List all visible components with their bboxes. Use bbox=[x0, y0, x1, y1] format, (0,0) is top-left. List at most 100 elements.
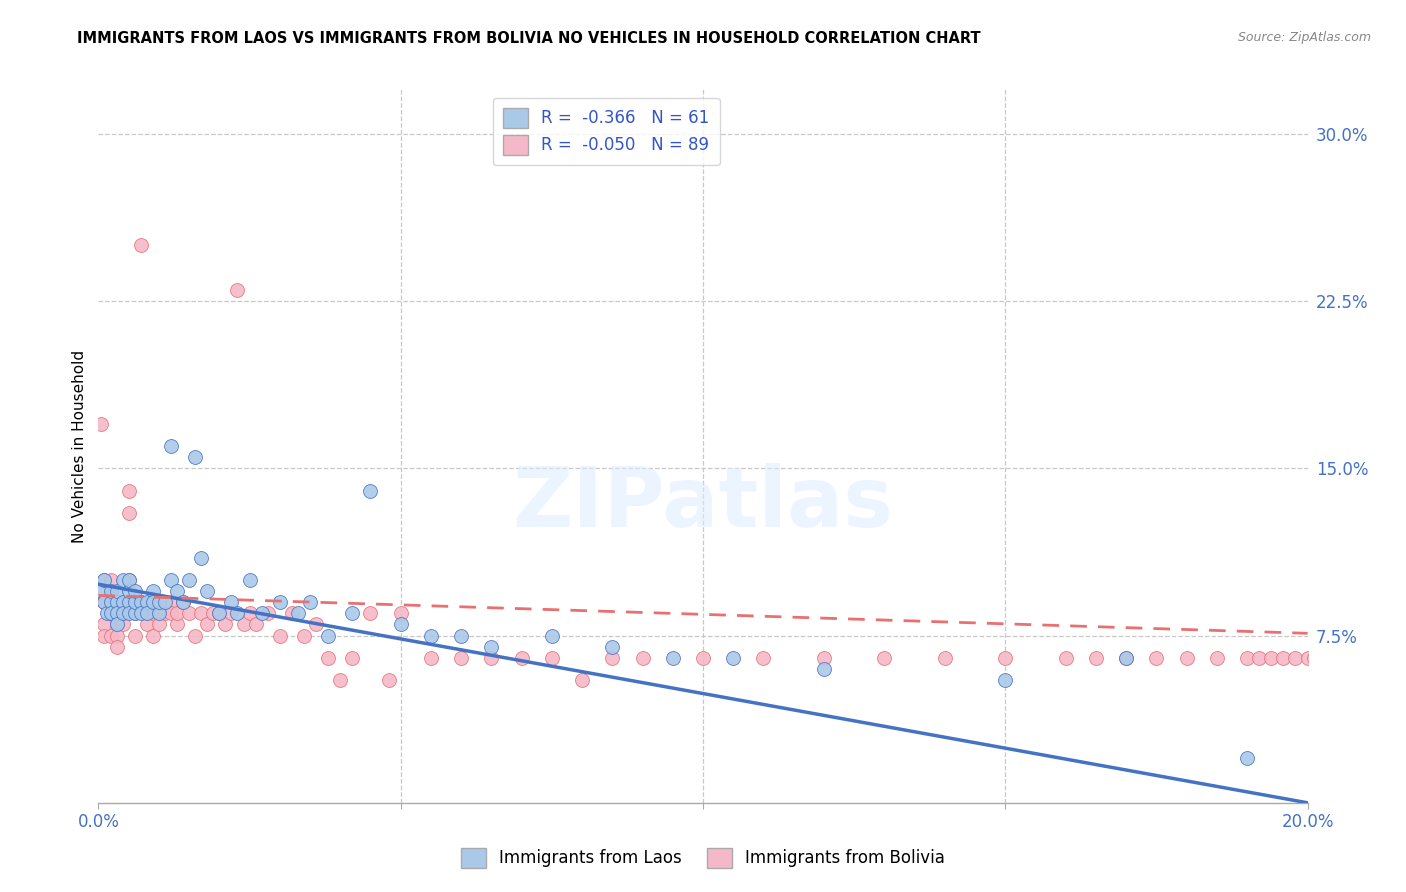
Point bbox=[1249, 651, 1271, 665]
Point bbox=[813, 662, 835, 676]
Point bbox=[214, 617, 236, 632]
Point bbox=[105, 595, 128, 609]
Point bbox=[124, 607, 146, 621]
Point bbox=[226, 607, 249, 621]
Point bbox=[208, 607, 231, 621]
Point bbox=[389, 617, 412, 632]
Point bbox=[1320, 651, 1343, 665]
Point bbox=[135, 617, 157, 632]
Point bbox=[316, 628, 339, 642]
Point bbox=[105, 617, 128, 632]
Point bbox=[135, 595, 157, 609]
Point bbox=[450, 628, 472, 642]
Point bbox=[100, 583, 122, 598]
Text: IMMIGRANTS FROM LAOS VS IMMIGRANTS FROM BOLIVIA NO VEHICLES IN HOUSEHOLD CORRELA: IMMIGRANTS FROM LAOS VS IMMIGRANTS FROM … bbox=[77, 31, 981, 46]
Point bbox=[232, 617, 254, 632]
Point bbox=[239, 573, 262, 587]
Point bbox=[111, 595, 134, 609]
Point bbox=[100, 595, 122, 609]
Point bbox=[160, 595, 183, 609]
Point bbox=[105, 607, 128, 621]
Point bbox=[602, 651, 624, 665]
Point bbox=[360, 483, 382, 498]
Point bbox=[420, 628, 443, 642]
Point bbox=[250, 607, 273, 621]
Point bbox=[166, 607, 188, 621]
Point bbox=[723, 651, 745, 665]
Point bbox=[450, 651, 472, 665]
Point bbox=[105, 595, 128, 609]
Point bbox=[221, 595, 243, 609]
Point bbox=[329, 673, 352, 687]
Point bbox=[316, 651, 339, 665]
Point bbox=[142, 583, 165, 598]
Point bbox=[226, 283, 249, 297]
Point bbox=[1296, 651, 1319, 665]
Point bbox=[93, 573, 115, 587]
Point bbox=[1284, 651, 1306, 665]
Point bbox=[195, 583, 218, 598]
Point bbox=[1315, 651, 1337, 665]
Point bbox=[105, 640, 128, 654]
Point bbox=[571, 673, 593, 687]
Point bbox=[100, 595, 122, 609]
Point bbox=[118, 506, 141, 520]
Point bbox=[100, 607, 122, 621]
Text: ZIPatlas: ZIPatlas bbox=[513, 463, 893, 543]
Point bbox=[287, 607, 309, 621]
Point bbox=[269, 595, 291, 609]
Point bbox=[1260, 651, 1282, 665]
Point bbox=[111, 617, 134, 632]
Point bbox=[1115, 651, 1137, 665]
Point bbox=[160, 439, 183, 453]
Point bbox=[195, 617, 218, 632]
Point bbox=[221, 607, 243, 621]
Point bbox=[93, 595, 115, 609]
Point bbox=[994, 651, 1017, 665]
Point bbox=[292, 628, 315, 642]
Legend: Immigrants from Laos, Immigrants from Bolivia: Immigrants from Laos, Immigrants from Bo… bbox=[454, 841, 952, 875]
Point bbox=[118, 595, 141, 609]
Point bbox=[93, 628, 115, 642]
Point bbox=[148, 617, 170, 632]
Point bbox=[994, 673, 1017, 687]
Point bbox=[184, 628, 207, 642]
Point bbox=[661, 651, 683, 665]
Point bbox=[100, 607, 122, 621]
Point bbox=[118, 595, 141, 609]
Point bbox=[148, 607, 170, 621]
Point bbox=[93, 617, 115, 632]
Point bbox=[179, 607, 201, 621]
Point bbox=[245, 617, 267, 632]
Point bbox=[142, 628, 165, 642]
Point bbox=[111, 607, 134, 621]
Point bbox=[118, 607, 141, 621]
Point bbox=[305, 617, 328, 632]
Point bbox=[934, 651, 956, 665]
Point bbox=[1236, 751, 1258, 765]
Point bbox=[166, 583, 188, 598]
Point bbox=[142, 595, 165, 609]
Point bbox=[1085, 651, 1108, 665]
Point bbox=[93, 595, 115, 609]
Point bbox=[172, 595, 194, 609]
Point bbox=[752, 651, 775, 665]
Point bbox=[90, 583, 112, 598]
Point bbox=[1272, 651, 1295, 665]
Point bbox=[1309, 651, 1331, 665]
Point bbox=[148, 607, 170, 621]
Point bbox=[1144, 651, 1167, 665]
Point bbox=[105, 628, 128, 642]
Point bbox=[124, 583, 146, 598]
Point bbox=[420, 651, 443, 665]
Point bbox=[129, 607, 152, 621]
Point bbox=[873, 651, 896, 665]
Point bbox=[269, 628, 291, 642]
Point bbox=[148, 595, 170, 609]
Point bbox=[239, 607, 262, 621]
Point bbox=[100, 628, 122, 642]
Point bbox=[1206, 651, 1229, 665]
Point bbox=[118, 583, 141, 598]
Point bbox=[184, 450, 207, 464]
Point bbox=[1054, 651, 1077, 665]
